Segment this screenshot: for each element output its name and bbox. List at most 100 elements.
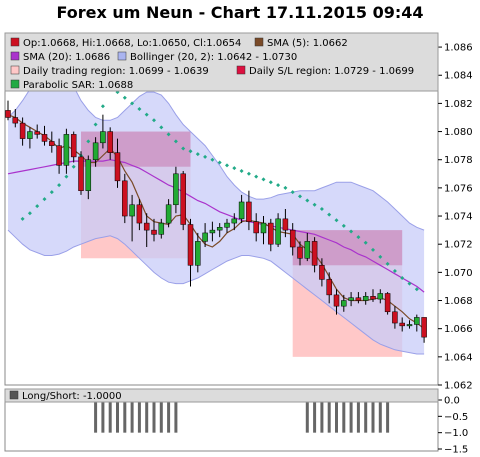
- sar-dot: [173, 139, 178, 144]
- sar-dot: [86, 139, 91, 144]
- sar-dot: [239, 168, 244, 173]
- long-short-bar: [364, 400, 368, 433]
- long-short-bars: [94, 400, 390, 433]
- y-tick-label: 1.062: [444, 381, 473, 392]
- sub-y-tick-label: −0.5: [444, 412, 468, 423]
- candle: [92, 137, 99, 167]
- y-tick-label: 1.076: [444, 183, 473, 194]
- sar-dot: [71, 164, 76, 169]
- long-short-bar: [342, 400, 346, 433]
- candle: [348, 292, 354, 307]
- candle: [34, 124, 40, 139]
- candle: [319, 258, 325, 287]
- chart-title: Forex um Neun - Chart 17.11.2015 09:44: [56, 3, 424, 22]
- legend-label-trading-region: Daily trading region: 1.0699 - 1.0639: [23, 66, 209, 77]
- y-tick-label: 1.086: [444, 43, 473, 54]
- sar-dot: [246, 171, 251, 176]
- long-short-bar: [327, 400, 331, 433]
- sar-dot: [254, 174, 259, 179]
- sar-dot: [363, 240, 368, 245]
- candle: [202, 223, 208, 248]
- sar-dot: [49, 190, 54, 195]
- candle: [151, 218, 157, 242]
- legend-swatch-sma5: [254, 37, 264, 47]
- candle: [12, 109, 19, 128]
- sar-dot: [261, 177, 266, 182]
- long-short-bar: [123, 400, 127, 433]
- legend-swatch-bollinger: [117, 51, 127, 61]
- candle: [238, 194, 245, 224]
- y-tick-label: 1.078: [444, 155, 473, 166]
- legend: Op:1.0668, Hi:1.0668, Lo:1.0650, Cl:1.06…: [10, 37, 414, 91]
- legend-swatch-sma20: [10, 51, 20, 61]
- sar-dot: [392, 268, 397, 273]
- sar-dot: [166, 132, 171, 137]
- legend-swatch-sar: [10, 79, 20, 89]
- sar-dot: [181, 146, 186, 151]
- sar-dot: [100, 104, 105, 109]
- candle: [107, 127, 113, 160]
- candle: [275, 213, 281, 248]
- sar-dot: [64, 174, 69, 179]
- sar-dot: [276, 183, 281, 188]
- candle: [180, 170, 186, 231]
- sar-dot: [305, 198, 310, 203]
- long-short-legend-label: Long/Short: -1.0000: [22, 391, 122, 402]
- sar-dot: [232, 166, 237, 171]
- sar-dot: [188, 149, 193, 154]
- candle: [114, 138, 121, 188]
- sar-dot: [93, 122, 98, 127]
- long-short-bar: [159, 400, 163, 433]
- candle: [78, 151, 84, 195]
- long-short-bar: [349, 400, 353, 433]
- legend-label-sar: Parabolic SAR: 1.0688: [23, 80, 133, 91]
- candle: [341, 294, 347, 312]
- candle: [209, 221, 216, 242]
- long-short-legend-swatch: [9, 390, 19, 400]
- long-short-bar: [167, 400, 171, 433]
- candle: [297, 241, 303, 266]
- y-tick-label: 1.066: [444, 324, 473, 335]
- candle: [165, 199, 172, 228]
- y-tick-label: 1.064: [444, 352, 473, 363]
- candle: [370, 289, 376, 302]
- sar-dot: [334, 218, 339, 223]
- long-short-bar: [108, 400, 112, 433]
- sar-dot: [371, 247, 375, 252]
- long-short-legend-box: [4, 388, 439, 403]
- sar-dot: [356, 235, 361, 240]
- candle: [187, 218, 194, 287]
- long-short-bar: [371, 400, 375, 433]
- sub-y-tick-label: −1.5: [444, 445, 468, 456]
- candle: [224, 218, 230, 233]
- long-short-bar: [94, 400, 98, 433]
- y-tick-label: 1.072: [444, 240, 473, 251]
- candle: [304, 232, 311, 262]
- candle: [143, 213, 150, 248]
- sub-y-tick-label: −1.0: [444, 428, 468, 439]
- indicator-lines-layer: [7, 114, 425, 330]
- sar-dot: [20, 216, 25, 221]
- y-tick-label: 1.082: [444, 99, 473, 110]
- sar-dot: [268, 180, 273, 185]
- candle: [216, 223, 223, 238]
- candle: [173, 166, 179, 214]
- sub-y-tick-label: 0.0: [444, 396, 460, 407]
- candle: [27, 127, 33, 149]
- sar-dot: [35, 204, 40, 209]
- sar-dot: [327, 212, 332, 217]
- sar-dot: [217, 160, 222, 165]
- sar-dot: [42, 197, 47, 202]
- price-y-axis: 1.062 1.064 1.066 1.068 1.070 1.072 1.074 1.076…: [438, 43, 473, 392]
- sar-dot: [225, 163, 229, 168]
- candle: [41, 125, 48, 146]
- sma5-line: [7, 114, 425, 330]
- candle: [384, 292, 391, 315]
- candle: [392, 306, 398, 329]
- candles-layer: [5, 100, 427, 343]
- candle: [70, 131, 77, 163]
- sar-dot: [27, 211, 32, 216]
- sar-dot: [210, 157, 215, 162]
- candle: [414, 314, 420, 332]
